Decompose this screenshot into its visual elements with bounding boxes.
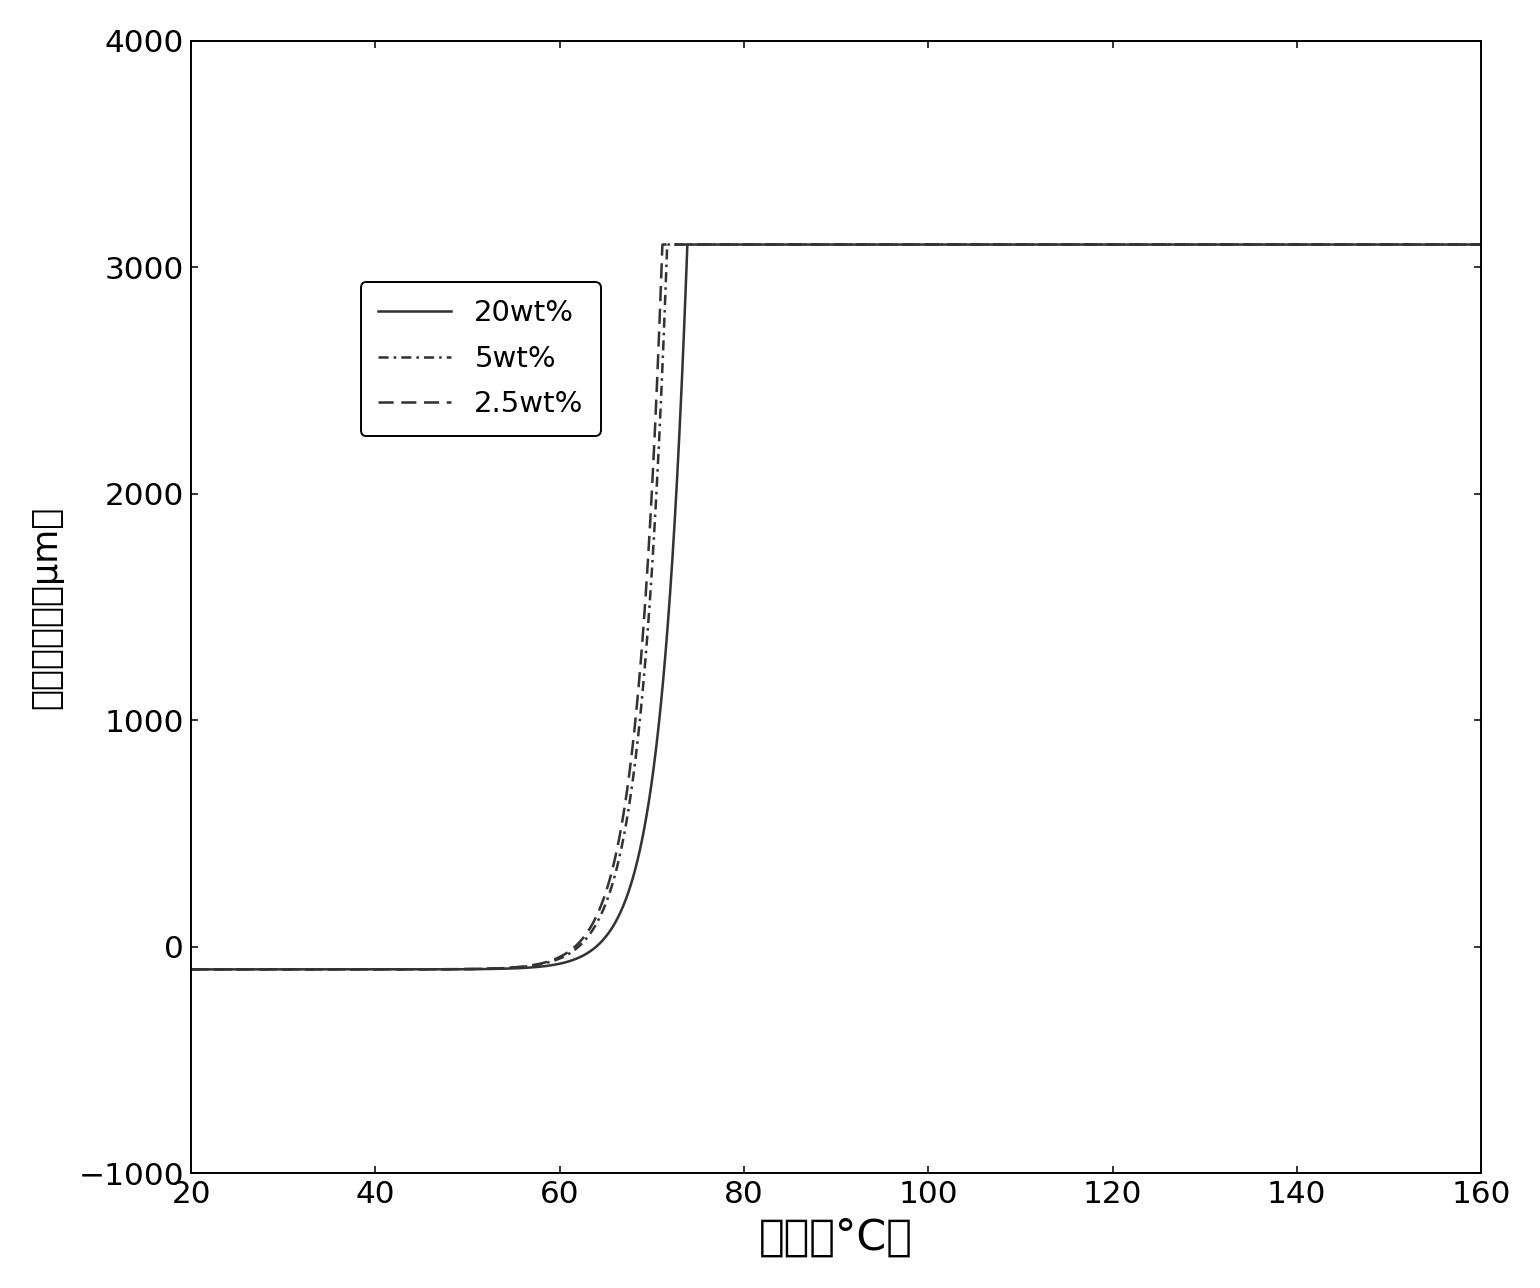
2.5wt% xyxy=(675,237,693,252)
Legend: 20wt%, 5wt%, 2.5wt%: 20wt%, 5wt%, 2.5wt% xyxy=(360,282,601,435)
Line: 2.5wt%: 2.5wt% xyxy=(191,245,1481,970)
2.5wt% xyxy=(956,237,975,252)
20wt% xyxy=(678,237,696,252)
20wt% xyxy=(956,237,975,252)
2.5wt% xyxy=(653,237,671,252)
2.5wt% xyxy=(1144,237,1163,252)
20wt% xyxy=(182,962,200,978)
20wt% xyxy=(1021,237,1040,252)
20wt% xyxy=(675,323,693,339)
X-axis label: 温度（°C）: 温度（°C） xyxy=(759,1217,913,1258)
2.5wt% xyxy=(1021,237,1040,252)
20wt% xyxy=(1144,237,1163,252)
2.5wt% xyxy=(1472,237,1491,252)
20wt% xyxy=(1472,237,1491,252)
5wt% xyxy=(675,237,693,252)
5wt% xyxy=(1472,237,1491,252)
5wt% xyxy=(956,237,975,252)
5wt% xyxy=(658,237,676,252)
2.5wt% xyxy=(1243,237,1261,252)
5wt% xyxy=(1144,237,1163,252)
Line: 5wt%: 5wt% xyxy=(191,245,1481,970)
20wt% xyxy=(1243,237,1261,252)
2.5wt% xyxy=(416,962,434,978)
5wt% xyxy=(1243,237,1261,252)
5wt% xyxy=(1021,237,1040,252)
Y-axis label: 尺寸改变量（μm）: 尺寸改变量（μm） xyxy=(29,505,63,708)
2.5wt% xyxy=(182,962,200,978)
5wt% xyxy=(182,962,200,978)
20wt% xyxy=(416,962,434,978)
5wt% xyxy=(416,962,434,978)
Line: 20wt%: 20wt% xyxy=(191,245,1481,970)
